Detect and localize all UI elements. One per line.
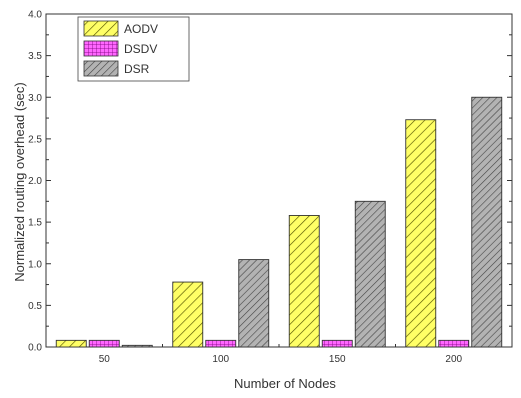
bar-dsdv-50 xyxy=(88,339,120,348)
bar-dsdv-200 xyxy=(438,339,470,348)
x-tick-label: 200 xyxy=(445,354,462,365)
x-tick-label: 50 xyxy=(99,354,111,365)
y-tick-label: 1.5 xyxy=(28,218,42,229)
bar-dsdv-100 xyxy=(205,339,237,348)
y-axis-title: Normalized routing overhead (sec) xyxy=(12,82,27,281)
bar-aodv-50 xyxy=(55,339,87,348)
y-tick-label: 2.0 xyxy=(28,176,42,187)
y-axis: 0.0 0.5 1.0 1.5 2.0 2.5 3.0 3.5 4.0 xyxy=(28,10,512,354)
legend: AODV DSDV DSR xyxy=(77,16,190,82)
legend-swatch-aodv xyxy=(83,20,119,37)
bars xyxy=(55,96,503,348)
y-tick-label: 1.0 xyxy=(28,259,42,270)
bar-dsr-200 xyxy=(471,96,503,348)
legend-swatch-dsdv xyxy=(83,40,119,57)
bar-aodv-150 xyxy=(288,215,320,348)
x-axis-title: Number of Nodes xyxy=(234,376,336,391)
bar-aodv-100 xyxy=(172,281,204,348)
legend-label-dsdv: DSDV xyxy=(124,42,157,56)
bar-dsr-150 xyxy=(354,200,386,348)
legend-swatch-dsr xyxy=(83,60,119,77)
legend-label-aodv: AODV xyxy=(124,22,158,36)
legend-label-dsr: DSR xyxy=(124,62,150,76)
y-tick-label: 4.0 xyxy=(28,10,42,21)
y-tick-label: 0.5 xyxy=(28,301,42,312)
bar-dsdv-150 xyxy=(321,339,353,348)
y-tick-label: 3.0 xyxy=(28,93,42,104)
bar-dsr-100 xyxy=(238,259,270,348)
x-tick-label: 100 xyxy=(212,354,229,365)
y-tick-label: 2.5 xyxy=(28,134,42,145)
y-tick-label: 0.0 xyxy=(28,343,42,354)
bar-dsr-50 xyxy=(121,344,153,348)
bar-aodv-200 xyxy=(405,119,437,348)
x-tick-label: 150 xyxy=(329,354,346,365)
y-tick-label: 3.5 xyxy=(28,51,42,62)
